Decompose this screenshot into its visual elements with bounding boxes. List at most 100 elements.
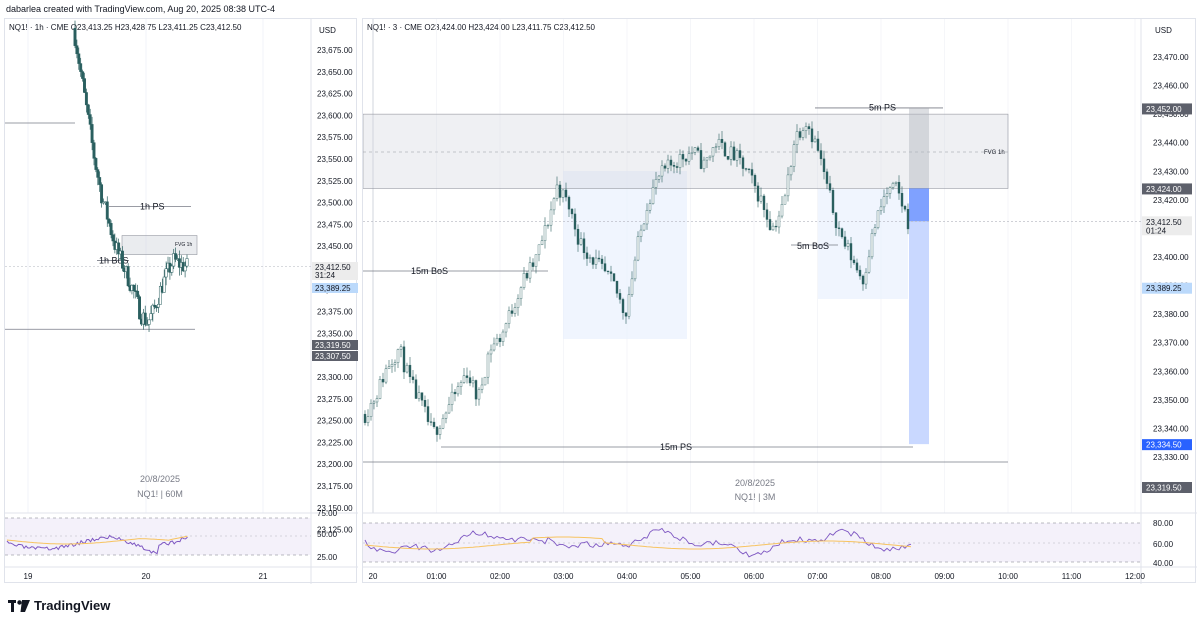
left-candle-body (170, 265, 174, 273)
left-candle-body (151, 304, 155, 314)
right-candle-body (768, 219, 772, 231)
right-candle-body (480, 384, 484, 390)
right-candle-body (522, 272, 526, 288)
right-price-badge (1142, 103, 1192, 115)
right-candle-body (519, 287, 523, 299)
left-candle-body (84, 92, 88, 106)
right-candle-body (609, 271, 613, 274)
right-candle-body (549, 209, 553, 226)
right-candle-body (426, 406, 430, 422)
left-price-badge (312, 283, 358, 293)
right-candle-body (795, 131, 799, 145)
left-chart-panel[interactable]: NQ1! · 1h · CME O23,413.25 H23,428.75 L2… (4, 18, 358, 584)
right-rsi-tick: 60.00 (1153, 540, 1174, 549)
right-candle-body (834, 212, 838, 229)
left-candle-body (109, 223, 113, 235)
left-currency-label: USD (319, 26, 336, 35)
left-price-tick: 23,225.00 (317, 438, 353, 447)
left-price-tick: 23,525.00 (317, 177, 353, 186)
right-candle-body (882, 196, 886, 208)
right-candle-body (441, 418, 445, 429)
left-price-tick: 23,500.00 (317, 199, 353, 208)
right-watermark-date: 20/8/2025 (735, 478, 775, 488)
right-price-badge-timer: 01:24 (1146, 226, 1167, 235)
right-candle-body (405, 364, 409, 373)
right-candle-body (699, 150, 703, 169)
right-candle-body (618, 293, 622, 300)
right-candle-body (696, 147, 700, 151)
right-candle-body (774, 225, 778, 228)
right-candle-body (759, 195, 763, 202)
right-candle-body (417, 392, 421, 399)
left-candle-body (92, 142, 96, 159)
right-candle-body (462, 375, 466, 383)
right-price-badge (1142, 439, 1192, 451)
right-candle-body (492, 343, 496, 351)
right-currency-label: USD (1155, 26, 1172, 35)
right-candle-body (846, 243, 850, 247)
right-candle-body (513, 307, 517, 314)
right-candle-body (453, 391, 457, 395)
left-1h-bos-label: 1h BoS (99, 255, 129, 265)
left-candle-body (75, 45, 79, 55)
right-candle-body (591, 257, 595, 265)
right-candle-body (744, 168, 748, 170)
right-candle-body (864, 271, 868, 285)
left-candle-body (172, 253, 176, 267)
right-candle-body (501, 331, 505, 342)
right-candle-body (627, 294, 631, 317)
right-candle-body (885, 193, 889, 197)
right-15m-ps-label: 15m PS (660, 442, 692, 452)
tradingview-logo[interactable]: TradingView (8, 598, 110, 613)
left-time-tick: 19 (24, 572, 33, 581)
right-time-tick: 10:00 (998, 572, 1019, 581)
right-price-tick: 23,360.00 (1153, 367, 1189, 376)
left-candle-body (86, 104, 90, 115)
right-candle-body (444, 412, 448, 419)
left-fvg-zone (121, 235, 198, 255)
left-price-tick: 23,350.00 (317, 329, 353, 338)
right-fvg-zone (363, 113, 1009, 189)
left-candle-body (77, 53, 81, 64)
left-candle-body (73, 28, 77, 46)
right-candle-body (717, 138, 721, 148)
left-price-badge-text: 23,389.25 (315, 284, 351, 293)
left-chart-canvas[interactable]: 20/8/2025 NQ1! | 60M 23,675.00 23,650.00 23,… (5, 19, 358, 584)
right-candle-body (681, 154, 685, 160)
right-candle-body (399, 346, 403, 350)
left-price-tick: 23,475.00 (317, 220, 353, 229)
right-candle-body (816, 138, 820, 151)
left-candle-body (157, 304, 160, 308)
right-price-tick: 23,370.00 (1153, 339, 1189, 348)
right-time-tick: 20 (369, 572, 378, 581)
right-candle-body (852, 259, 856, 264)
right-candle-body (558, 184, 562, 198)
left-price-tick: 23,250.00 (317, 417, 353, 426)
right-price-tick: 23,460.00 (1153, 82, 1189, 91)
left-price-badge (312, 262, 358, 280)
right-chart-canvas[interactable]: 20/8/2025 NQ1! | 3M FVG 1h 5m PS 15m BoS 5m B… (363, 19, 1197, 584)
right-position-target-zone (909, 221, 929, 445)
right-candle-body (471, 380, 475, 384)
right-candle-body (495, 337, 499, 345)
left-candle-body (174, 253, 178, 260)
right-candle-body (783, 195, 787, 205)
right-candle-body (372, 401, 376, 404)
right-candle-body (828, 183, 832, 191)
right-candle-body (888, 187, 892, 194)
right-time-tick: 02:00 (490, 572, 511, 581)
left-rsi-ma-line (6, 535, 188, 545)
right-candle-body (366, 416, 370, 423)
right-chart-panel[interactable]: NQ1! · 3 · CME O23,424.00 H23,424.00 L23… (362, 18, 1197, 584)
right-5m-bos-label: 5m BoS (797, 241, 829, 251)
right-candle-body (504, 323, 508, 333)
right-price-tick: 23,430.00 (1153, 167, 1189, 176)
right-candle-body (450, 391, 454, 405)
right-price-badge-text: 23,319.50 (1146, 484, 1182, 493)
right-position-stop-zone (909, 108, 929, 189)
right-candle-body (381, 379, 385, 383)
right-candle-body (456, 386, 460, 395)
right-candle-body (387, 366, 391, 369)
left-candle-body (183, 265, 187, 272)
right-price-tick: 23,330.00 (1153, 453, 1189, 462)
